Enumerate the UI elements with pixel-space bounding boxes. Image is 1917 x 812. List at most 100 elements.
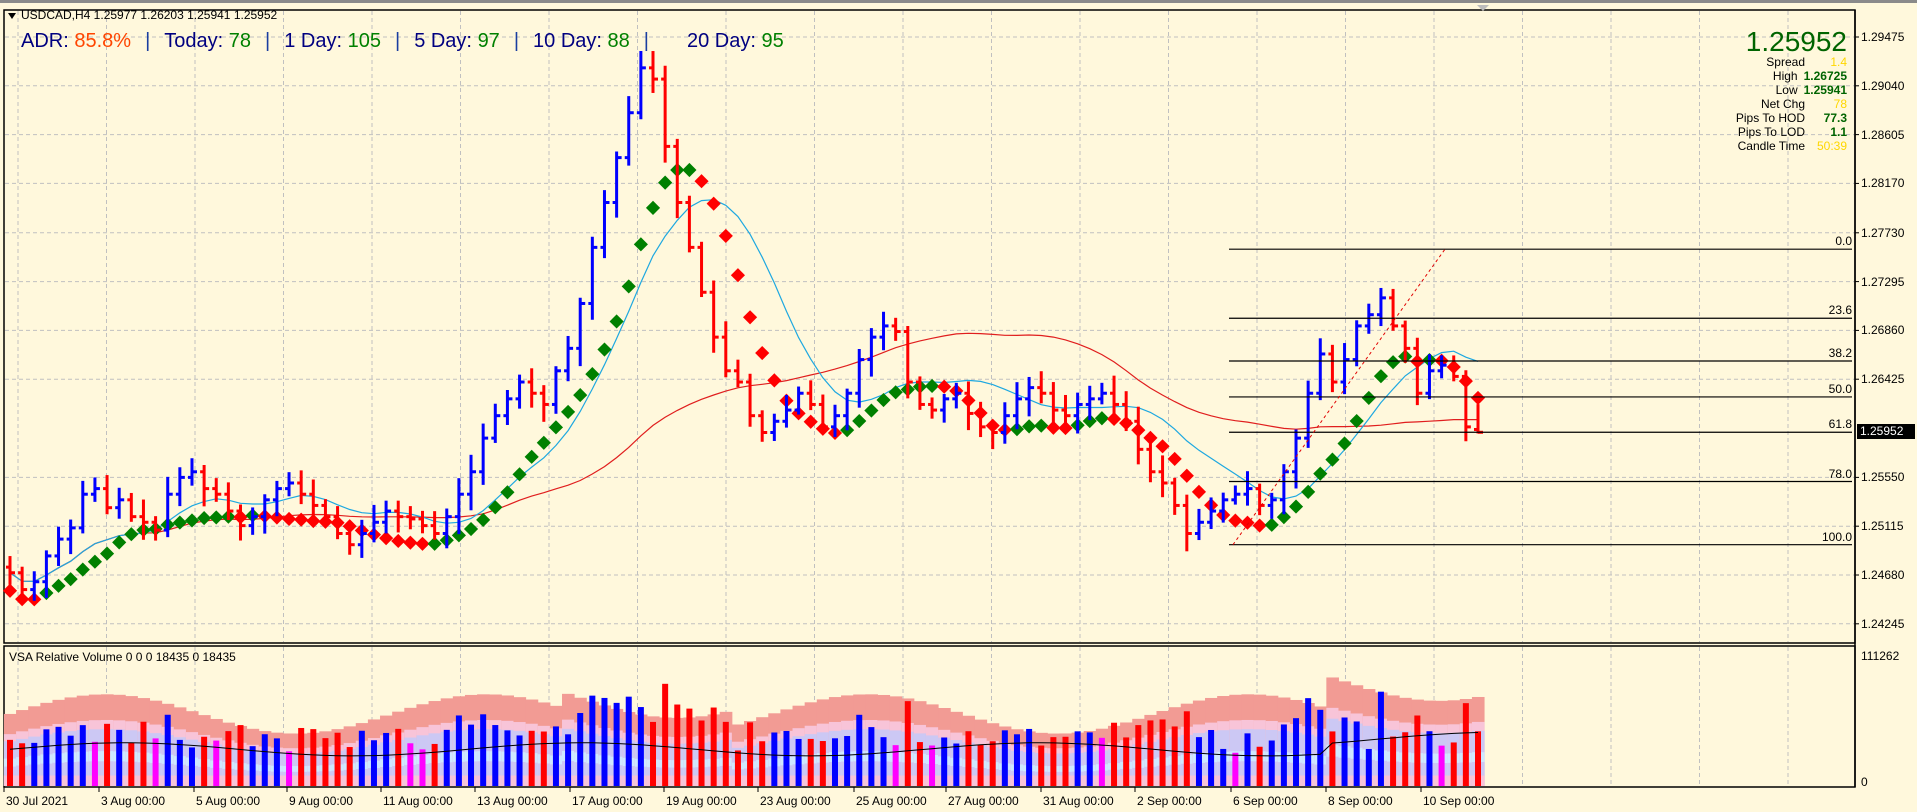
- volume-bar: [1305, 698, 1312, 786]
- trend-up-diamond-icon: [548, 420, 564, 435]
- volume-bar: [1062, 736, 1069, 786]
- trend-down-diamond-icon: [269, 510, 284, 525]
- price-tick-label: 1.29040: [1861, 78, 1905, 93]
- volume-bar: [1123, 737, 1130, 786]
- info-value: 77.3: [1823, 111, 1847, 125]
- fib-level-label: 50.0: [1828, 381, 1852, 396]
- price-tick-label: 1.26425: [1861, 372, 1905, 387]
- volume-bar: [1232, 752, 1239, 786]
- volume-bar: [565, 734, 572, 786]
- info-value: 1.4: [1830, 55, 1847, 69]
- fast-moving-average-line: [9, 199, 1479, 583]
- volume-bar: [370, 740, 377, 786]
- volume-bar: [698, 720, 705, 786]
- volume-bar: [783, 730, 790, 786]
- time-tick-label: 3 Aug 00:00: [101, 794, 166, 808]
- volume-bar: [383, 732, 390, 786]
- volume-bar: [443, 729, 450, 786]
- volume-bar: [856, 714, 863, 786]
- trend-up-diamond-icon: [99, 546, 115, 561]
- trend-up-diamond-icon: [645, 200, 661, 215]
- volume-bar: [1329, 731, 1336, 786]
- volume-bar: [1390, 736, 1397, 786]
- time-tick-label: 30 Jul 2021: [6, 794, 69, 808]
- info-rows: Spread 1.4 High 1.26725 Low 1.25941 Net Chg 78 P…: [1736, 55, 1847, 154]
- fib-level-label: 100.0: [1821, 529, 1852, 544]
- price-tick-label: 1.25115: [1861, 519, 1904, 534]
- volume-bar: [1026, 728, 1033, 786]
- volume-bar: [152, 738, 159, 786]
- trend-up-diamond-icon: [1313, 466, 1328, 481]
- fib-level-label: 61.8: [1828, 417, 1852, 432]
- volume-bar: [916, 742, 923, 786]
- volume-bar: [19, 743, 26, 786]
- trend-down-diamond-icon: [306, 513, 321, 529]
- volume-bar: [625, 696, 632, 786]
- trend-down-diamond-icon: [730, 268, 746, 283]
- volume-bar: [516, 735, 523, 786]
- volume-bar: [1268, 740, 1275, 786]
- volume-bar: [577, 713, 584, 786]
- trend-down-diamond-icon: [342, 519, 357, 534]
- separator: |: [265, 30, 271, 52]
- trend-up-diamond-icon: [1325, 452, 1340, 467]
- trend-down-diamond-icon: [718, 228, 733, 243]
- trend-up-diamond-icon: [1022, 419, 1037, 434]
- volume-bar: [637, 707, 644, 786]
- trend-up-diamond-icon: [1386, 355, 1401, 370]
- separator: |: [394, 30, 401, 52]
- volume-bar: [419, 749, 426, 786]
- trend-down-diamond-icon: [15, 592, 30, 607]
- time-tick-label: 5 Aug 00:00: [196, 794, 261, 808]
- trend-up-diamond-icon: [1082, 413, 1097, 429]
- volume-bar: [1475, 731, 1481, 786]
- trend-up-diamond-icon: [172, 515, 187, 530]
- volume-bar: [1402, 732, 1409, 786]
- volume-bar: [188, 747, 195, 786]
- dropdown-triangle-icon[interactable]: [8, 12, 16, 19]
- volume-bar: [128, 742, 135, 786]
- volume-bar: [43, 729, 50, 786]
- volume-bar: [662, 683, 669, 786]
- current-price-marker: 1.25952: [1857, 424, 1915, 439]
- time-tick-label: 17 Aug 00:00: [572, 794, 643, 808]
- volume-bar: [941, 737, 948, 786]
- separator: |: [145, 30, 151, 52]
- volume-bar: [1159, 719, 1166, 786]
- volume-bar: [31, 742, 38, 786]
- separator: |: [643, 30, 649, 52]
- trend-down-diamond-icon: [2, 583, 18, 598]
- info-value: 50:39: [1816, 139, 1847, 153]
- volume-bar: [261, 734, 268, 786]
- volume-bar: [1426, 731, 1433, 786]
- volume-bar: [965, 731, 972, 786]
- time-tick-label: 2 Sep 00:00: [1137, 794, 1202, 808]
- trend-up-diamond-icon: [112, 535, 127, 550]
- trend-up-diamond-icon: [1373, 369, 1389, 384]
- time-tick-label: 9 Aug 00:00: [289, 794, 354, 808]
- trend-up-diamond-icon: [924, 378, 940, 394]
- volume-bar: [1341, 717, 1348, 786]
- volume-bar: [1450, 742, 1457, 786]
- current-price-large: 1.25952: [1745, 26, 1847, 57]
- trend-down-diamond-icon: [1106, 411, 1122, 427]
- price-tick-label: 1.29475: [1861, 30, 1905, 44]
- trend-up-diamond-icon: [682, 162, 697, 178]
- main-chart-border: [3, 9, 1856, 644]
- trend-down-diamond-icon: [1252, 518, 1267, 533]
- day10-label: 10 Day:: [533, 30, 602, 52]
- info-label: Low: [1775, 83, 1798, 97]
- trend-down-diamond-icon: [803, 414, 818, 429]
- trend-up-diamond-icon: [1361, 390, 1376, 405]
- day5-value: 97: [477, 30, 500, 52]
- trend-down-diamond-icon: [937, 379, 952, 394]
- trend-down-diamond-icon: [415, 536, 430, 551]
- volume-bar: [1086, 732, 1093, 786]
- trend-down-diamond-icon: [391, 533, 406, 549]
- trend-up-diamond-icon: [524, 449, 539, 464]
- time-tick-label: 13 Aug 00:00: [477, 794, 548, 808]
- info-row: Pips To LOD 1.1: [1736, 125, 1847, 140]
- symbol-header: USDCAD,H4 1.25977 1.26203 1.25941 1.2595…: [8, 8, 277, 22]
